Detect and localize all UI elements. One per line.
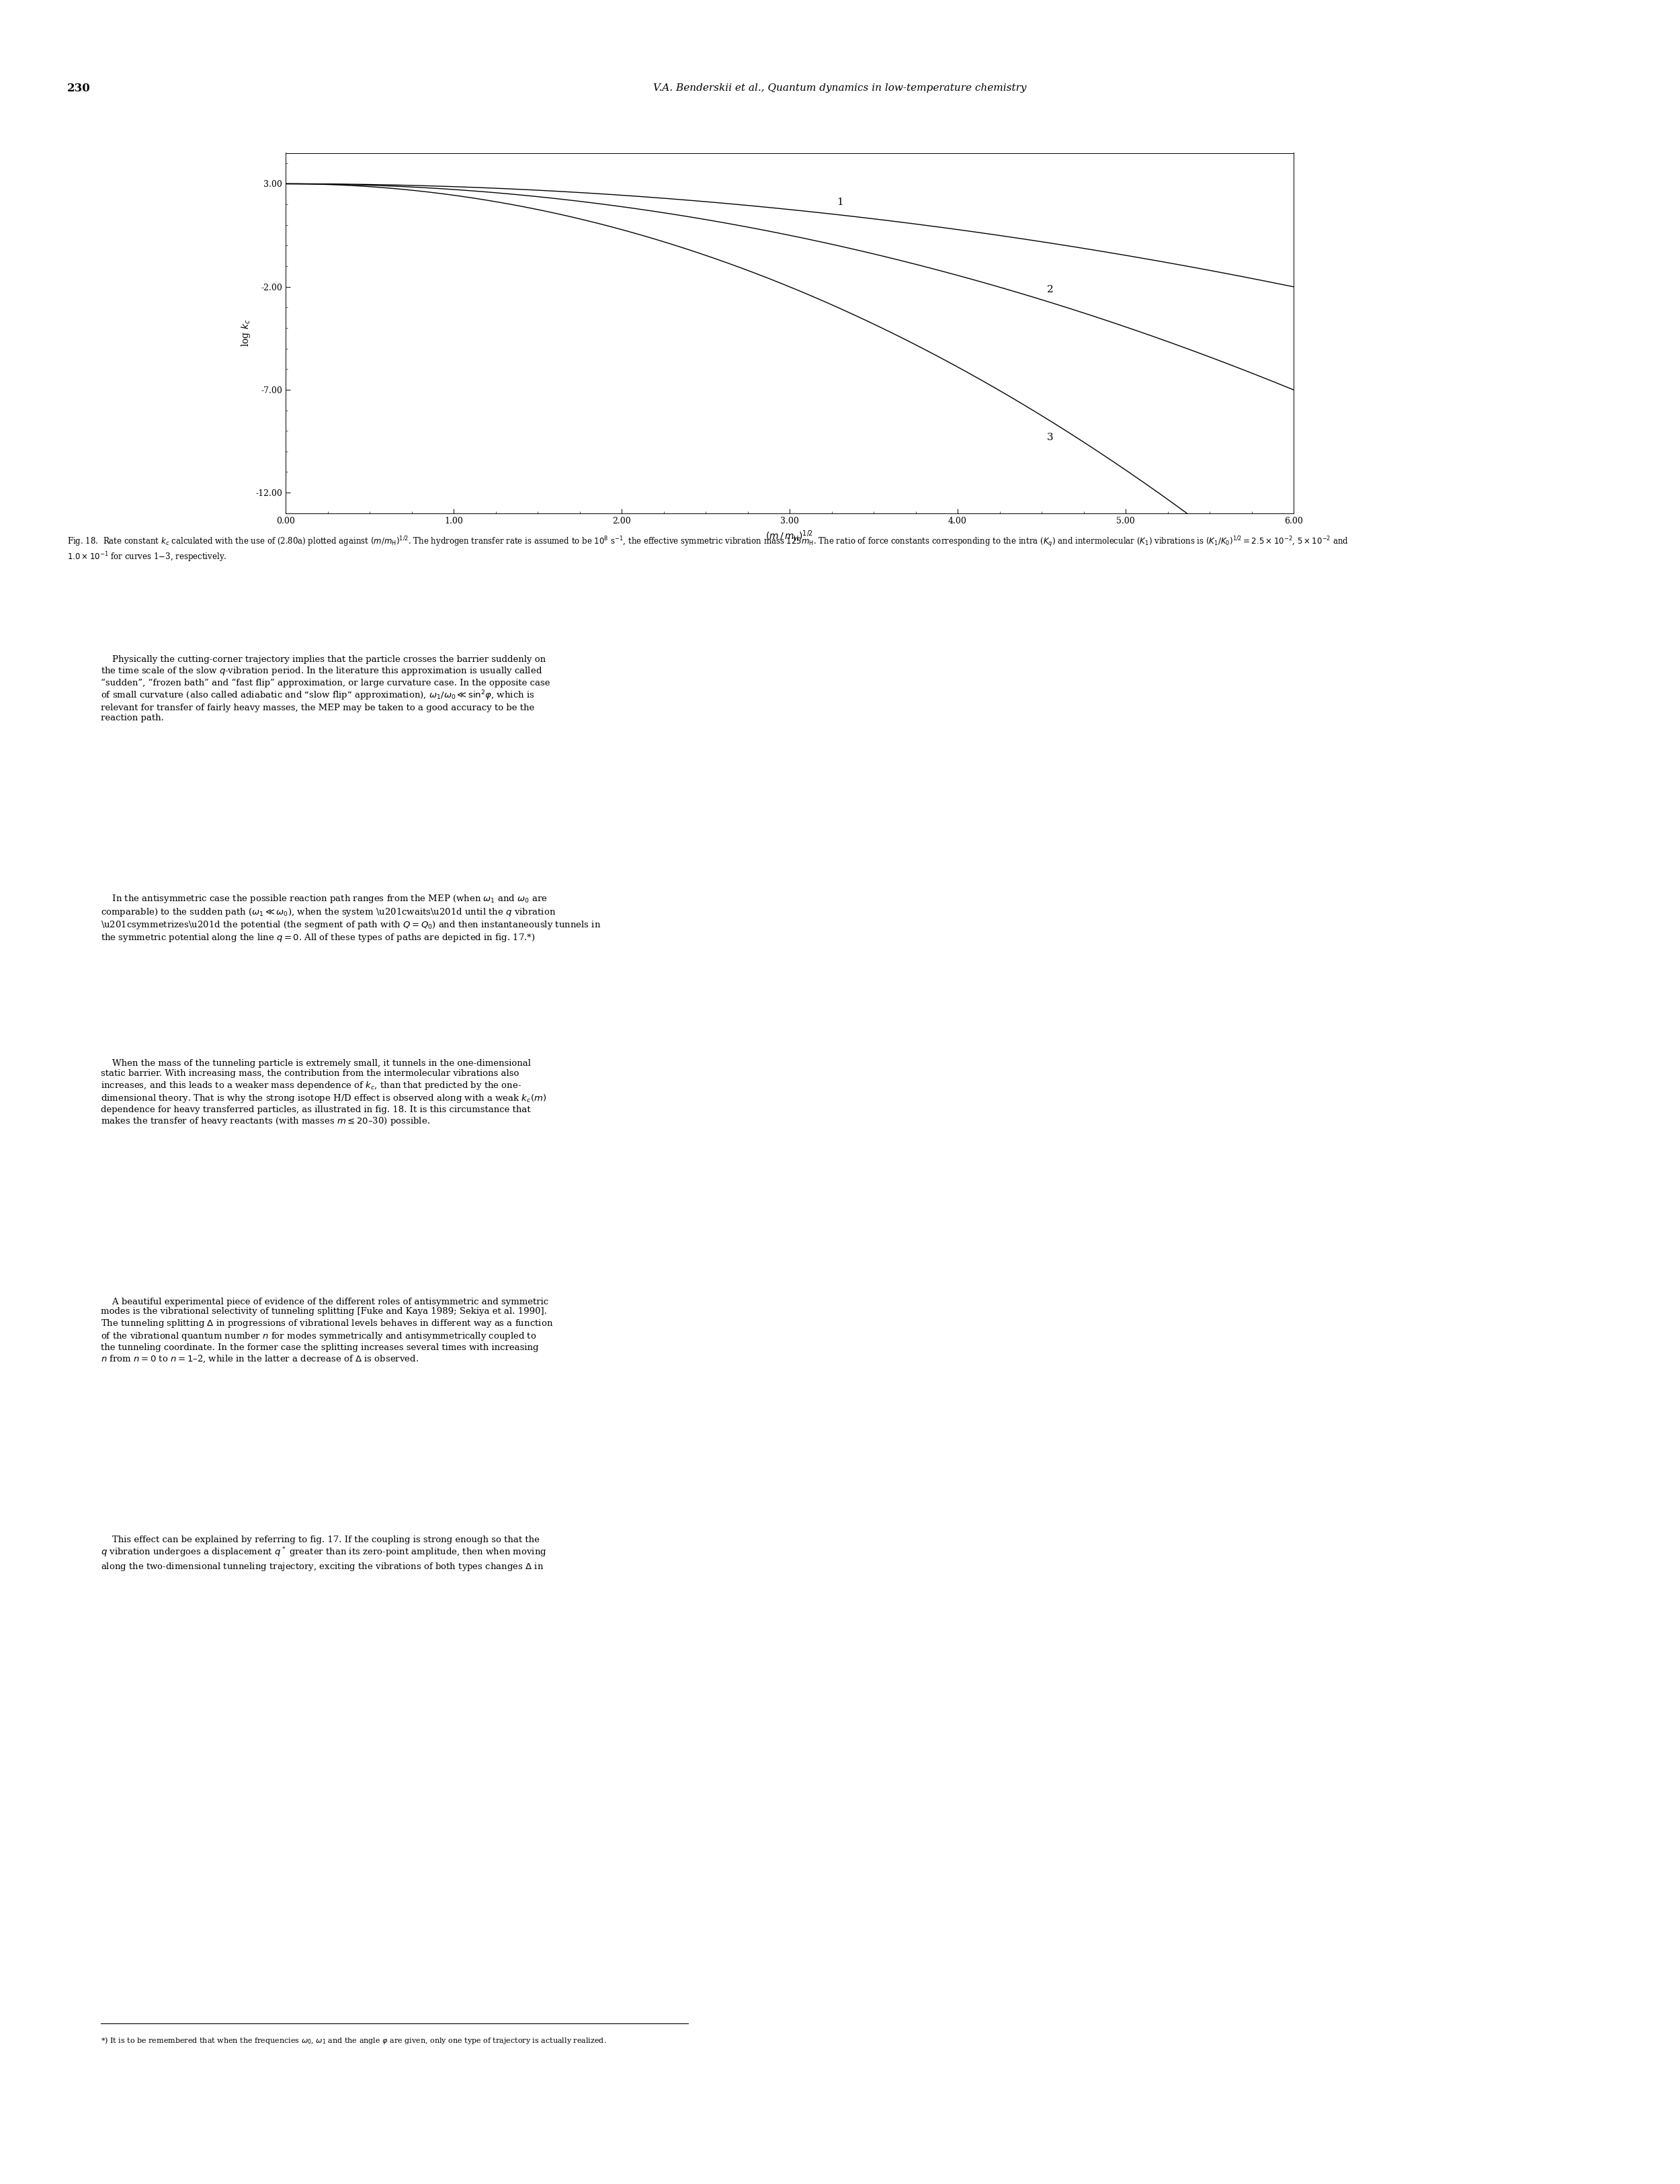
Text: *) It is to be remembered that when the frequencies $\omega_0$, $\omega_1$ and t: *) It is to be remembered that when the … [101, 2035, 606, 2046]
Text: V.A. Benderskii et al., Quantum dynamics in low-temperature chemistry: V.A. Benderskii et al., Quantum dynamics… [654, 83, 1026, 92]
Text: 1: 1 [837, 199, 843, 207]
Text: When the mass of the tunneling particle is extremely small, it tunnels in the on: When the mass of the tunneling particle … [101, 1059, 546, 1127]
Text: 3: 3 [1047, 432, 1053, 441]
Text: Physically the cutting-corner trajectory implies that the particle crosses the b: Physically the cutting-corner trajectory… [101, 655, 549, 723]
Text: In the antisymmetric case the possible reaction path ranges from the MEP (when $: In the antisymmetric case the possible r… [101, 893, 601, 943]
X-axis label: $( m\, /\, m_{\rm H} )^{1/2}$: $( m\, /\, m_{\rm H} )^{1/2}$ [766, 529, 813, 544]
Text: This effect can be explained by referring to fig. 17. If the coupling is strong : This effect can be explained by referrin… [101, 1535, 548, 1572]
Y-axis label: log $k_c$: log $k_c$ [240, 319, 252, 347]
Text: A beautiful experimental piece of evidence of the different roles of antisymmetr: A beautiful experimental piece of eviden… [101, 1297, 553, 1365]
Text: Fig. 18.  Rate constant $k_c$ calculated with the use of (2.80a) plotted against: Fig. 18. Rate constant $k_c$ calculated … [67, 535, 1349, 563]
Text: 230: 230 [67, 83, 91, 94]
Text: 2: 2 [1047, 286, 1053, 295]
